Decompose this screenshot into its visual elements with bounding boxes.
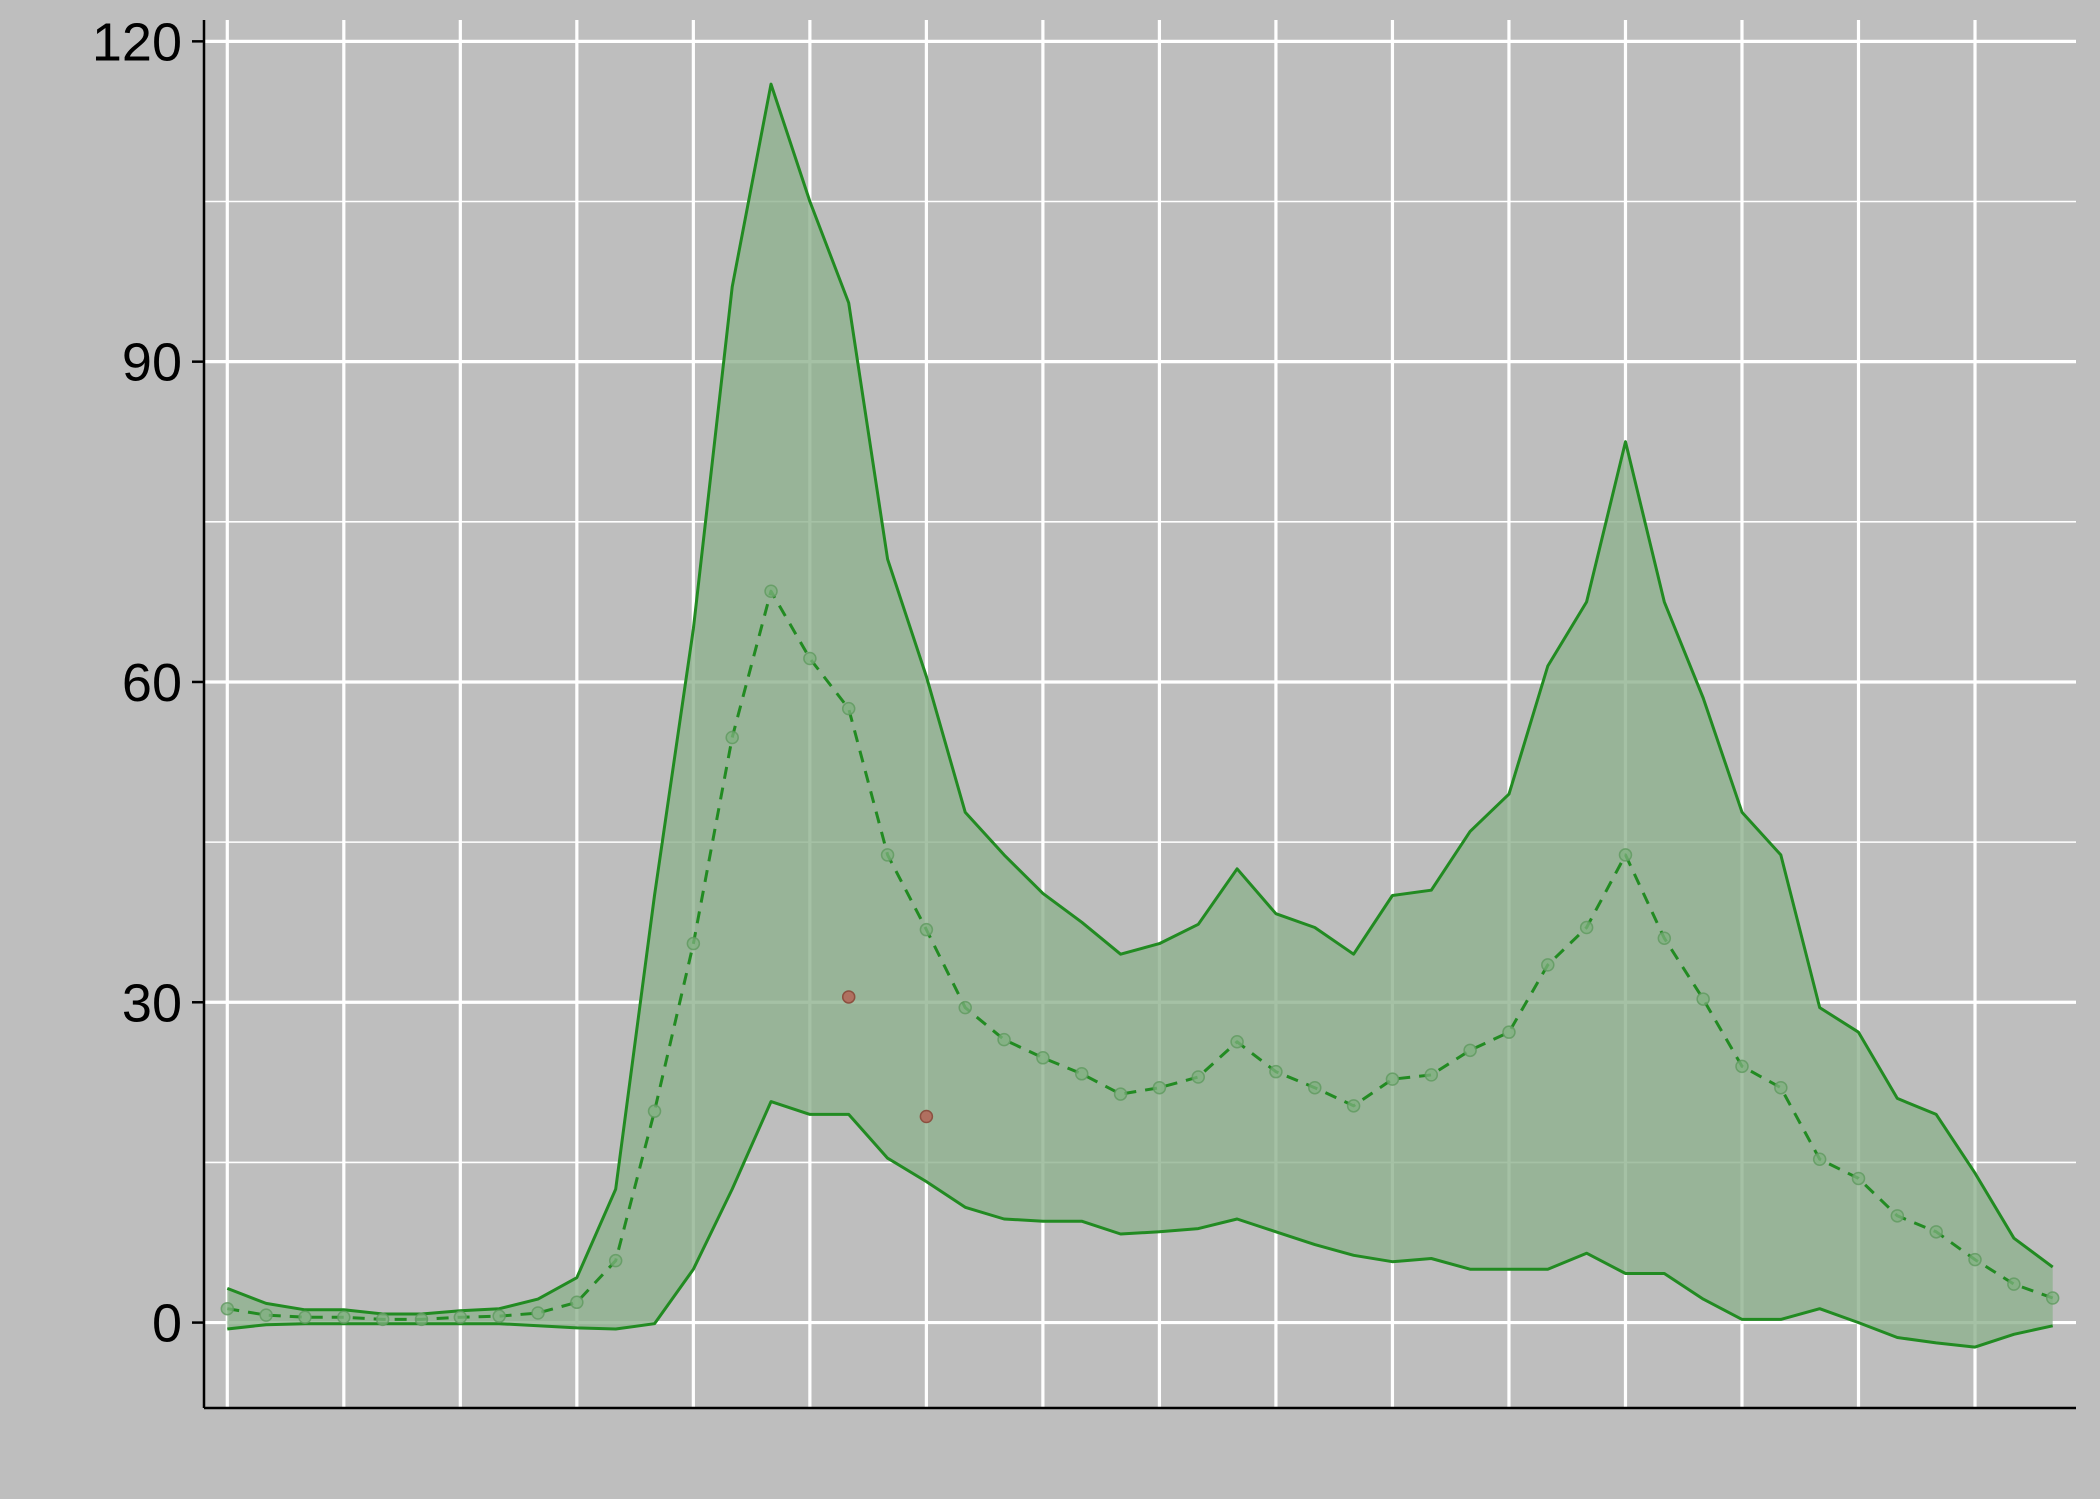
median-point — [1385, 1072, 1400, 1086]
median-point — [1929, 1225, 1943, 1239]
median-point — [531, 1306, 545, 1320]
y-tick-labels: 0 30 60 90 120 — [92, 12, 182, 1353]
median-point — [298, 1310, 312, 1324]
median-point — [997, 1032, 1011, 1047]
median-point — [1308, 1080, 1322, 1095]
median-point — [764, 584, 778, 598]
median-point — [414, 1312, 429, 1327]
median-point — [1230, 1035, 1244, 1049]
outlier-point — [841, 990, 856, 1004]
axes — [192, 20, 2076, 1410]
median-point — [1774, 1080, 1788, 1095]
median-point — [2045, 1291, 2060, 1305]
median-point — [1346, 1099, 1361, 1113]
y-tick-label: 60 — [122, 653, 182, 713]
median-point — [570, 1295, 584, 1310]
median-point — [259, 1308, 273, 1322]
median-point — [841, 701, 856, 716]
upper-bound-line — [226, 82, 2054, 1316]
y-tick-label: 90 — [122, 333, 182, 393]
median-point — [1424, 1068, 1439, 1082]
median-point — [1696, 992, 1710, 1006]
median-point — [919, 922, 934, 937]
median-point — [1463, 1043, 1477, 1058]
outlier-points — [841, 990, 934, 1124]
median-point — [686, 936, 701, 951]
median-point — [1269, 1064, 1283, 1079]
median-point — [1735, 1059, 1749, 1074]
median-point — [1036, 1051, 1050, 1065]
median-point — [337, 1310, 351, 1324]
median-point — [880, 848, 895, 862]
lower-bound-line — [227, 1100, 2054, 1349]
median-point — [1152, 1080, 1167, 1095]
median-point — [1812, 1152, 1827, 1166]
median-point — [220, 1301, 235, 1316]
median-point — [725, 730, 739, 745]
median-point — [803, 651, 817, 666]
median-point — [1191, 1070, 1206, 1084]
band-area — [227, 84, 2053, 1348]
median-point — [1113, 1087, 1128, 1101]
median-point — [647, 1104, 662, 1118]
median-point — [958, 1000, 972, 1015]
y-tick-label: 0 — [152, 1294, 182, 1354]
y-tick-label: 120 — [92, 12, 182, 72]
confidence-band — [227, 84, 2053, 1348]
median-point — [453, 1310, 468, 1324]
median-point — [2007, 1277, 2021, 1291]
median-point — [608, 1253, 623, 1268]
series-points — [220, 584, 2060, 1327]
median-point — [1618, 848, 1633, 862]
median-point — [1579, 920, 1594, 935]
median-point — [1502, 1025, 1516, 1039]
y-tick-label: 30 — [122, 973, 182, 1033]
median-point — [1541, 958, 1555, 972]
median-point — [1968, 1252, 1982, 1267]
median-point — [1890, 1209, 1905, 1223]
median-point — [1851, 1171, 1866, 1186]
median-point — [1074, 1067, 1089, 1081]
median-point — [1657, 931, 1672, 945]
median-point — [375, 1312, 390, 1327]
outlier-point — [919, 1109, 934, 1124]
median-point — [492, 1309, 506, 1323]
